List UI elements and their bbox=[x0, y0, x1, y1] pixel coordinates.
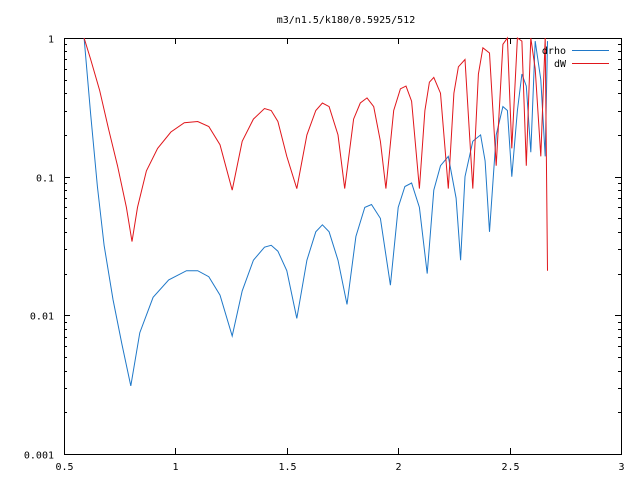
y-tick-label: 0.01 bbox=[30, 312, 54, 323]
series-line-dw bbox=[83, 36, 548, 271]
series-line-drho bbox=[83, 37, 548, 387]
chart-title: m3/n1.5/k180/0.5925/512 bbox=[277, 15, 415, 26]
legend-label: drho bbox=[542, 46, 566, 57]
legend-label: dW bbox=[554, 59, 567, 70]
plot-frame bbox=[64, 38, 622, 455]
x-tick-label: 3 bbox=[618, 462, 624, 473]
axis-ticks: 0.5 1 1.5 2 2.5 3 0.001 0.01 0.1 1 bbox=[24, 35, 625, 474]
x-tick-label: 1.5 bbox=[278, 462, 296, 473]
x-tick-label: 2 bbox=[395, 462, 401, 473]
y-tick-label: 1 bbox=[48, 35, 54, 46]
x-tick-label: 2.5 bbox=[501, 462, 519, 473]
legend: drho dW bbox=[542, 46, 609, 70]
series-lines bbox=[83, 36, 548, 387]
x-tick-label: 0.5 bbox=[55, 462, 73, 473]
x-tick-label: 1 bbox=[172, 462, 178, 473]
y-tick-label: 0.001 bbox=[24, 451, 54, 462]
y-tick-label: 0.1 bbox=[36, 174, 54, 185]
